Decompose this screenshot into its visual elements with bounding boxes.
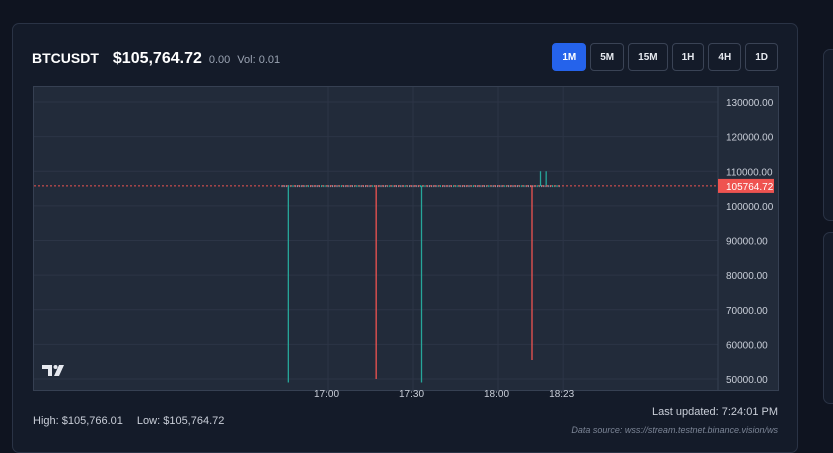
- y-tick-label: 110000.00: [726, 167, 773, 178]
- current-price-label: 105764.72: [726, 182, 774, 193]
- timeframe-5m-button[interactable]: 5M: [590, 43, 625, 71]
- timeframe-4h-button[interactable]: 4H: [708, 43, 742, 71]
- x-tick-label: 17:00: [314, 389, 340, 400]
- price-value: $105,764.72: [112, 50, 202, 67]
- price-change: 0.00: [208, 54, 231, 66]
- y-tick-label: 120000.00: [726, 133, 774, 144]
- timeframe-1d-button[interactable]: 1D: [745, 43, 778, 71]
- y-tick-label: 60000.00: [726, 340, 768, 351]
- y-tick-label: 130000.00: [726, 98, 774, 109]
- volume-label: Vol: 0.01: [237, 54, 281, 66]
- y-tick-label: 80000.00: [726, 271, 768, 282]
- y-tick-label: 70000.00: [726, 306, 768, 317]
- y-tick-label: 90000.00: [726, 237, 768, 248]
- high-value: High: $105,766.01: [33, 415, 123, 427]
- ticker-header: BTCUSDT $105,764.72 0.00 Vol: 0.01: [32, 50, 280, 68]
- chart-card: BTCUSDT $105,764.72 0.00 Vol: 0.01 1M 5M…: [12, 23, 798, 453]
- side-panel-fragment: [823, 232, 833, 404]
- y-tick-label: 100000.00: [726, 202, 774, 213]
- x-tick-label: 17:30: [399, 389, 425, 400]
- high-low-summary: High: $105,766.01 Low: $105,764.72: [33, 415, 224, 427]
- y-tick-label: 50000.00: [726, 375, 768, 386]
- side-panel-fragment: [823, 49, 833, 221]
- current-price-tag: [718, 178, 774, 193]
- tradingview-logo-icon[interactable]: [42, 362, 68, 378]
- timeframe-selector: 1M 5M 15M 1H 4H 1D: [552, 43, 778, 71]
- timeframe-1h-button[interactable]: 1H: [671, 43, 705, 71]
- x-tick-label: 18:23: [549, 389, 575, 400]
- data-source: Data source: wss://stream.testnet.binanc…: [571, 425, 778, 435]
- timeframe-1m-button[interactable]: 1M: [552, 43, 587, 71]
- chart-canvas[interactable]: 130000.00 120000.00 110000.00 100000.00 9000…: [34, 87, 779, 391]
- symbol-label: BTCUSDT: [32, 50, 99, 66]
- last-updated: Last updated: 7:24:01 PM: [652, 406, 778, 418]
- low-value: Low: $105,764.72: [136, 415, 225, 427]
- timeframe-15m-button[interactable]: 15M: [628, 43, 668, 71]
- x-tick-label: 18:00: [484, 389, 510, 400]
- candlestick-chart[interactable]: 130000.00 120000.00 110000.00 100000.00 9000…: [33, 86, 779, 391]
